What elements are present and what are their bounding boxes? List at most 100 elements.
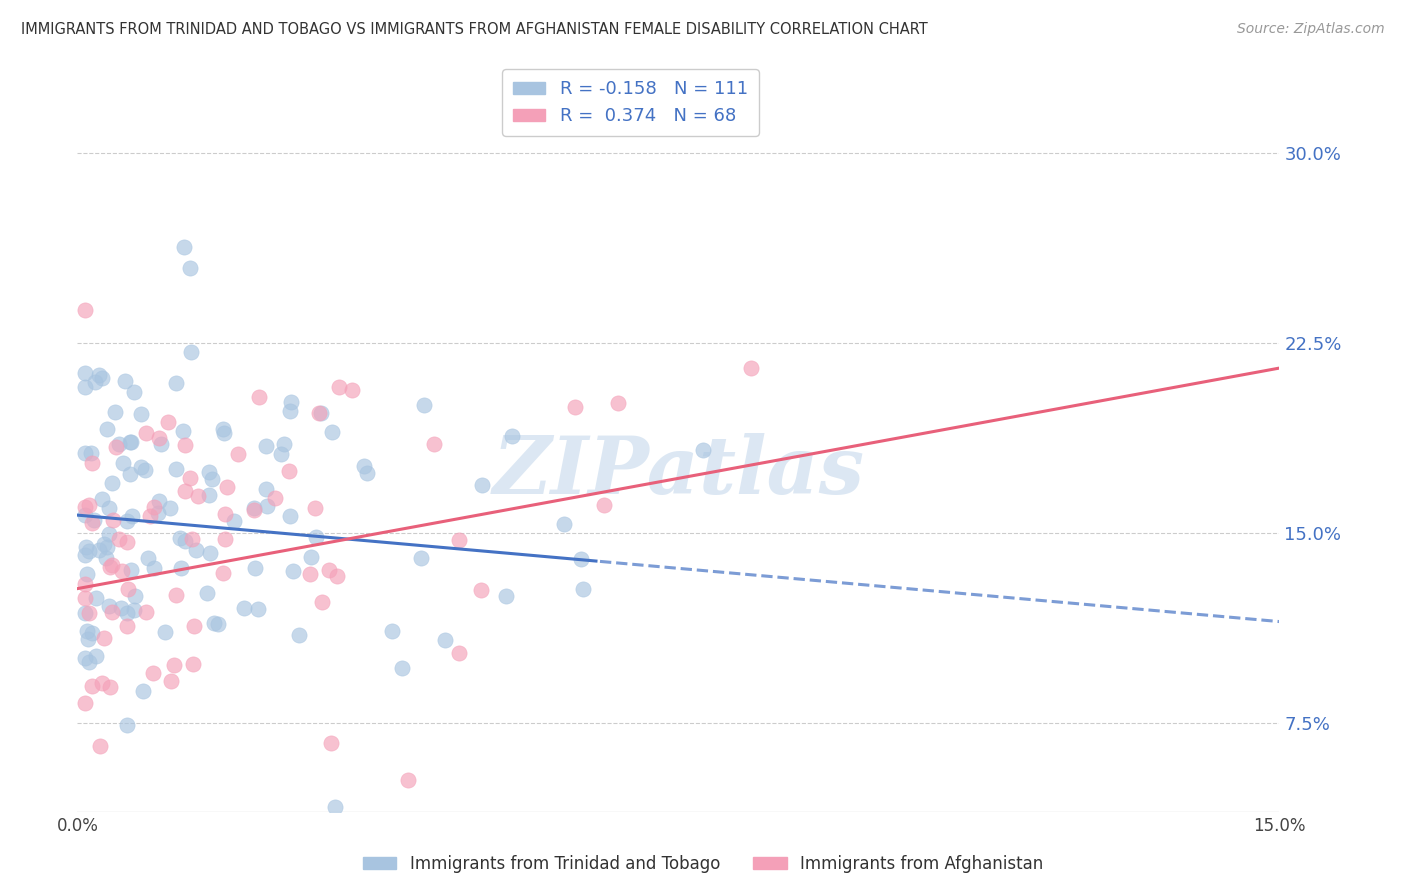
Point <box>278 464 301 478</box>
Point <box>134 463 156 477</box>
Point <box>163 657 186 672</box>
Point <box>77 607 100 621</box>
Point <box>75 577 97 591</box>
Point <box>142 666 165 681</box>
Point <box>278 404 301 418</box>
Point <box>328 380 350 394</box>
Point <box>243 500 266 515</box>
Point <box>381 624 404 638</box>
Point <box>202 615 225 630</box>
Point <box>434 633 457 648</box>
Point <box>90 492 112 507</box>
Point <box>270 447 292 461</box>
Point <box>132 683 155 698</box>
Point <box>186 543 208 558</box>
Point <box>75 379 97 393</box>
Point <box>153 624 176 639</box>
Point <box>82 626 104 640</box>
Point <box>179 470 201 484</box>
Point <box>299 549 322 564</box>
Point <box>80 456 103 470</box>
Point <box>471 478 494 492</box>
Point <box>129 460 152 475</box>
Point <box>571 582 593 597</box>
Point <box>104 440 127 454</box>
Point <box>115 717 138 731</box>
Point <box>115 515 138 529</box>
Point <box>100 558 122 572</box>
Point <box>110 565 132 579</box>
Point <box>280 395 302 409</box>
Point <box>305 530 328 544</box>
Point <box>179 260 201 275</box>
Point <box>75 607 97 621</box>
Point <box>495 589 517 603</box>
Point <box>75 500 97 514</box>
Point <box>131 408 153 422</box>
Point <box>180 345 202 359</box>
Point <box>169 531 191 545</box>
Point <box>342 383 364 397</box>
Point <box>607 396 630 410</box>
Point <box>165 376 187 391</box>
Point <box>83 513 105 527</box>
Point <box>242 503 264 517</box>
Point <box>148 493 170 508</box>
Point <box>569 551 592 566</box>
Point <box>80 446 103 460</box>
Point <box>122 384 145 399</box>
Point <box>84 648 107 663</box>
Point <box>98 599 121 613</box>
Point <box>159 501 181 516</box>
Point <box>198 488 221 502</box>
Point <box>76 624 98 638</box>
Point <box>195 586 218 600</box>
Point <box>198 546 221 560</box>
Point <box>77 632 100 647</box>
Point <box>93 537 115 551</box>
Point <box>321 425 343 439</box>
Legend: Immigrants from Trinidad and Tobago, Immigrants from Afghanistan: Immigrants from Trinidad and Tobago, Imm… <box>356 848 1050 880</box>
Point <box>353 458 375 473</box>
Point <box>135 425 157 440</box>
Point <box>75 651 97 665</box>
Point <box>108 533 131 547</box>
Point <box>278 509 301 524</box>
Point <box>288 628 311 642</box>
Point <box>117 582 139 597</box>
Point <box>159 673 181 688</box>
Point <box>165 588 187 602</box>
Point <box>309 406 332 420</box>
Point <box>553 516 575 531</box>
Point <box>142 500 165 514</box>
Point <box>170 561 193 575</box>
Point <box>118 467 141 481</box>
Point <box>117 535 139 549</box>
Point <box>122 603 145 617</box>
Point <box>222 514 245 528</box>
Point <box>207 617 229 632</box>
Point <box>326 569 349 583</box>
Text: ZIPatlas: ZIPatlas <box>492 434 865 511</box>
Point <box>246 602 269 616</box>
Point <box>100 560 122 574</box>
Point <box>124 590 146 604</box>
Point <box>121 508 143 523</box>
Point <box>75 303 97 318</box>
Point <box>146 506 169 520</box>
Point <box>298 567 321 582</box>
Point <box>173 483 195 498</box>
Point <box>181 532 204 546</box>
Point <box>232 601 254 615</box>
Point <box>142 560 165 574</box>
Point <box>104 405 127 419</box>
Point <box>447 646 470 660</box>
Point <box>75 508 97 523</box>
Point <box>77 499 100 513</box>
Point <box>98 500 121 515</box>
Point <box>75 367 97 381</box>
Point <box>201 472 224 486</box>
Point <box>91 676 114 690</box>
Point <box>212 425 235 440</box>
Point <box>120 563 142 577</box>
